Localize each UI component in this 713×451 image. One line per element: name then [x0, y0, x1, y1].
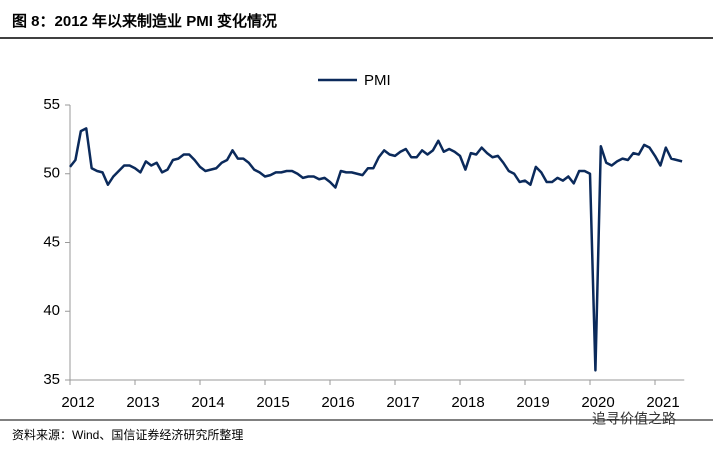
y-tick-label: 45 [43, 233, 60, 250]
pmi-line [69, 127, 683, 372]
x-tick-label: 2021 [646, 394, 679, 411]
source: 资料来源：Wind、国信证券经济研究所整理 [12, 427, 243, 442]
y-tick-label: 55 [43, 96, 60, 113]
x-tick-label: 2015 [256, 394, 289, 411]
x-tick-label: 2012 [61, 394, 94, 411]
x-tick-label: 2017 [386, 394, 419, 411]
watermark: 追寻价值之路 [592, 411, 676, 427]
y-tick-label: 35 [43, 371, 60, 388]
x-tick-label: 2018 [451, 394, 484, 411]
chart-title: 图 8：2012 年以来制造业 PMI 变化情况 [12, 12, 277, 30]
x-tick-label: 2013 [126, 394, 159, 411]
y-tick-label: 40 [43, 302, 60, 319]
x-tick-label: 2016 [321, 394, 354, 411]
y-tick-label: 50 [43, 165, 60, 182]
x-tick-label: 2020 [581, 394, 614, 411]
x-tick-label: 2014 [191, 394, 224, 411]
x-tick-label: 2019 [516, 394, 549, 411]
legend-label: PMI [364, 72, 391, 89]
